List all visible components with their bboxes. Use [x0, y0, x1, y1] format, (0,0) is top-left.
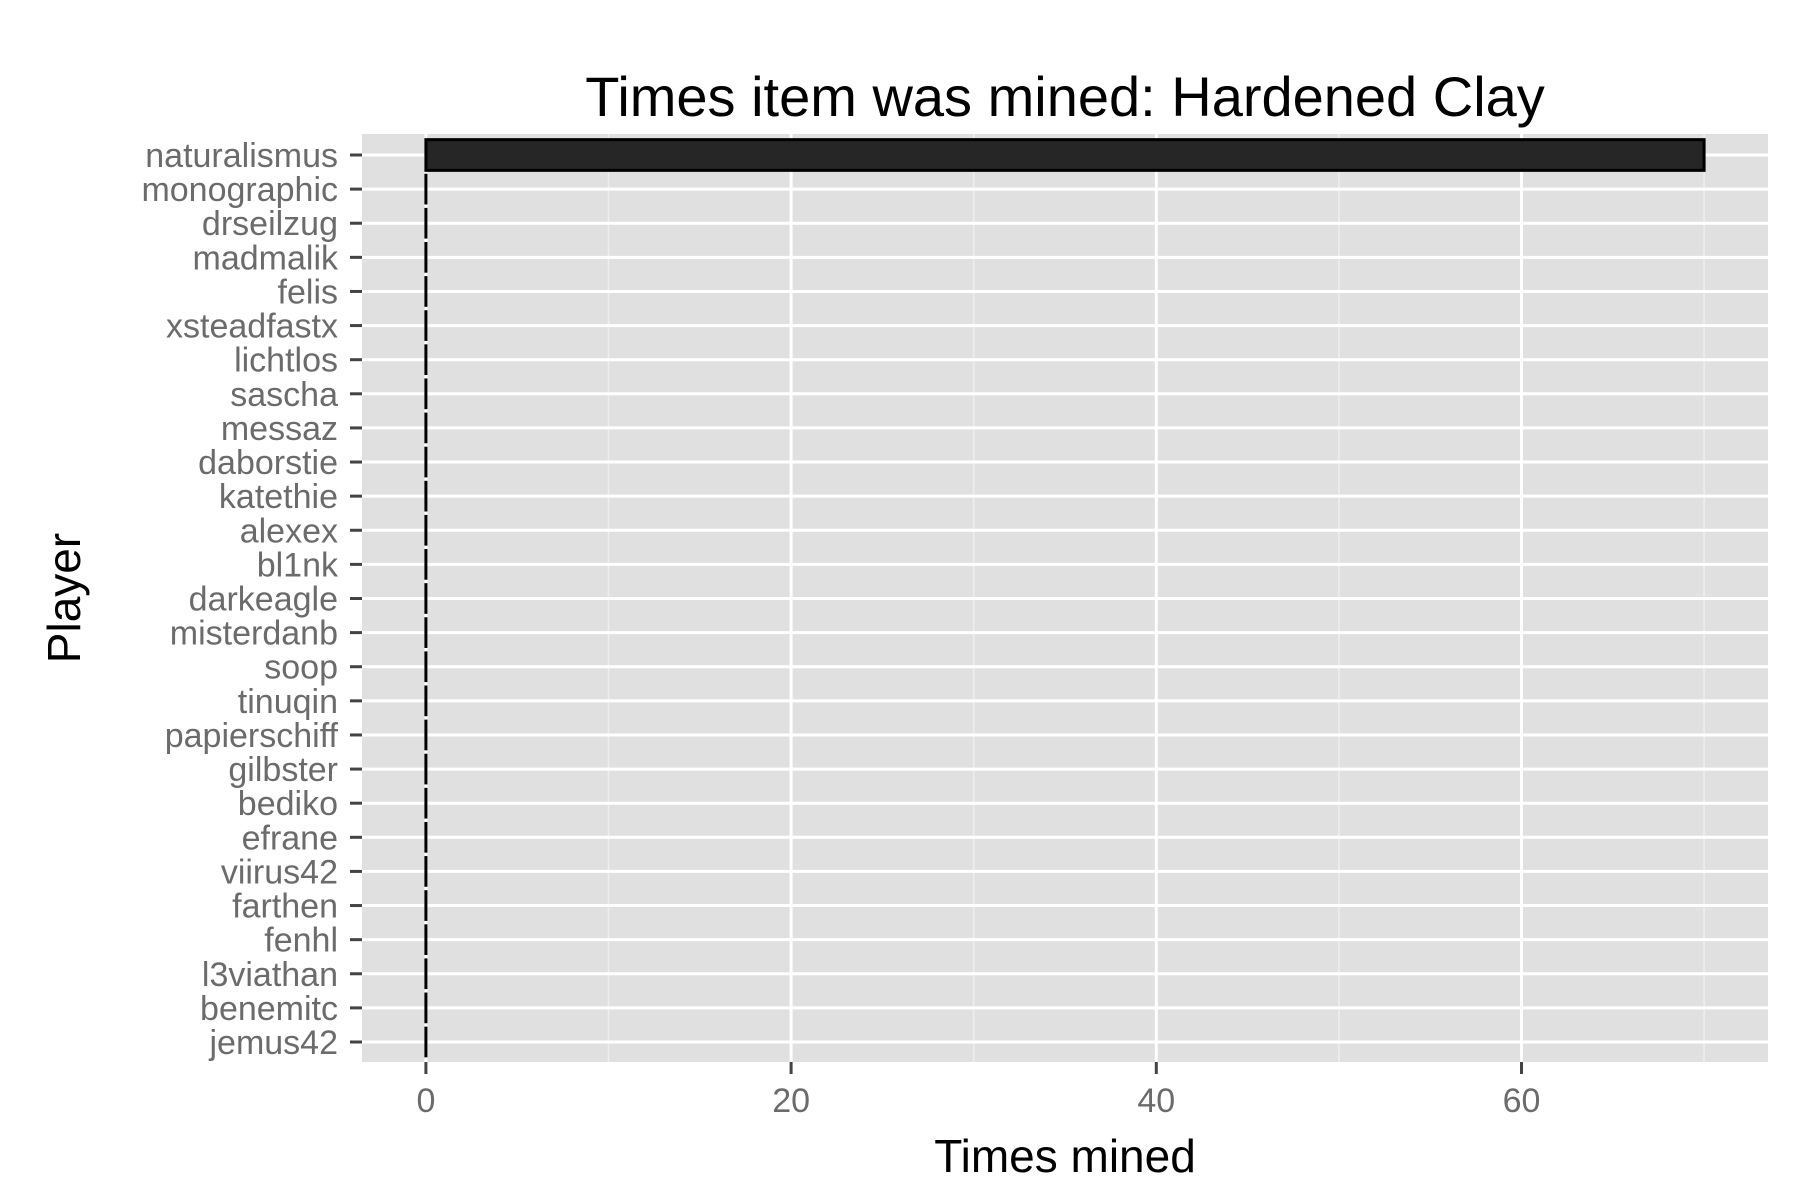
y-tick-label: sascha: [230, 376, 338, 414]
chart-title: Times item was mined: Hardened Clay: [585, 65, 1545, 128]
x-axis: 0 20 40 60: [416, 1062, 1540, 1120]
y-tick-label: bediko: [238, 785, 338, 823]
y-tick-label: benemitc: [200, 990, 338, 1028]
y-tick-label: monographic: [141, 171, 338, 209]
y-tick-label: misterdanb: [170, 615, 338, 653]
y-tick-label: xsteadfastx: [166, 308, 338, 346]
x-tick-label: 0: [416, 1082, 435, 1120]
y-tick-label: papierschiff: [165, 717, 339, 755]
y-tick-label: darkeagle: [189, 581, 338, 619]
x-tick-label: 20: [772, 1082, 810, 1120]
y-tick-label: fenhl: [264, 922, 338, 960]
y-tick-label: drseilzug: [202, 205, 338, 243]
y-tick-label: tinuqin: [238, 683, 338, 721]
x-axis-title: Times mined: [934, 1130, 1196, 1182]
y-tick-label: l3viathan: [202, 956, 338, 994]
bar: [424, 138, 1706, 172]
y-tick-label: efrane: [242, 819, 338, 857]
y-tick-label: messaz: [221, 410, 338, 448]
y-tick-label: naturalismus: [145, 137, 338, 175]
y-axis-title: Player: [38, 533, 90, 663]
bars: [424, 138, 1706, 1058]
y-axis: naturalismusmonographicdrseilzugmadmalik…: [141, 137, 362, 1062]
y-tick-label: daborstie: [198, 444, 338, 482]
y-tick-label: alexex: [240, 512, 338, 550]
y-tick-label: gilbster: [228, 751, 338, 789]
y-tick-label: lichtlos: [234, 342, 338, 380]
y-tick-label: farthen: [232, 888, 338, 926]
x-tick-label: 40: [1137, 1082, 1175, 1120]
x-tick-label: 60: [1503, 1082, 1541, 1120]
y-tick-label: madmalik: [193, 239, 339, 277]
y-tick-label: felis: [278, 273, 338, 311]
y-tick-label: jemus42: [208, 1024, 338, 1062]
y-tick-label: bl1nk: [257, 546, 339, 584]
y-tick-label: viirus42: [221, 853, 338, 891]
y-tick-label: soop: [264, 649, 338, 687]
y-tick-label: katethie: [219, 478, 338, 516]
